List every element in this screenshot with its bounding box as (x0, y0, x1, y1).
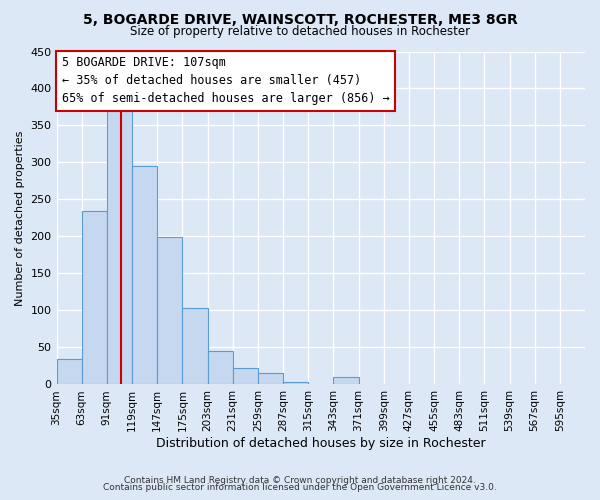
Bar (157, 237, 182, 384)
Text: 5, BOGARDE DRIVE, WAINSCOTT, ROCHESTER, ME3 8GR: 5, BOGARDE DRIVE, WAINSCOTT, ROCHESTER, … (83, 12, 517, 26)
Bar (182, 308, 208, 384)
Bar (107, 110, 132, 384)
Bar (334, 377, 359, 384)
Text: 5 BOGARDE DRIVE: 107sqm
← 35% of detached houses are smaller (457)
65% of semi-d: 5 BOGARDE DRIVE: 107sqm ← 35% of detache… (62, 56, 389, 106)
Bar (233, 368, 258, 384)
Text: Size of property relative to detached houses in Rochester: Size of property relative to detached ho… (130, 25, 470, 38)
Text: Contains HM Land Registry data © Crown copyright and database right 2024.: Contains HM Land Registry data © Crown c… (124, 476, 476, 485)
X-axis label: Distribution of detached houses by size in Rochester: Distribution of detached houses by size … (156, 437, 485, 450)
Text: Contains public sector information licensed under the Open Government Licence v3: Contains public sector information licen… (103, 484, 497, 492)
Y-axis label: Number of detached properties: Number of detached properties (15, 130, 25, 306)
Bar (56, 358, 82, 384)
Bar (208, 351, 233, 384)
Bar (82, 210, 107, 384)
Bar (283, 382, 308, 384)
Bar (132, 166, 157, 384)
Bar (258, 374, 283, 384)
